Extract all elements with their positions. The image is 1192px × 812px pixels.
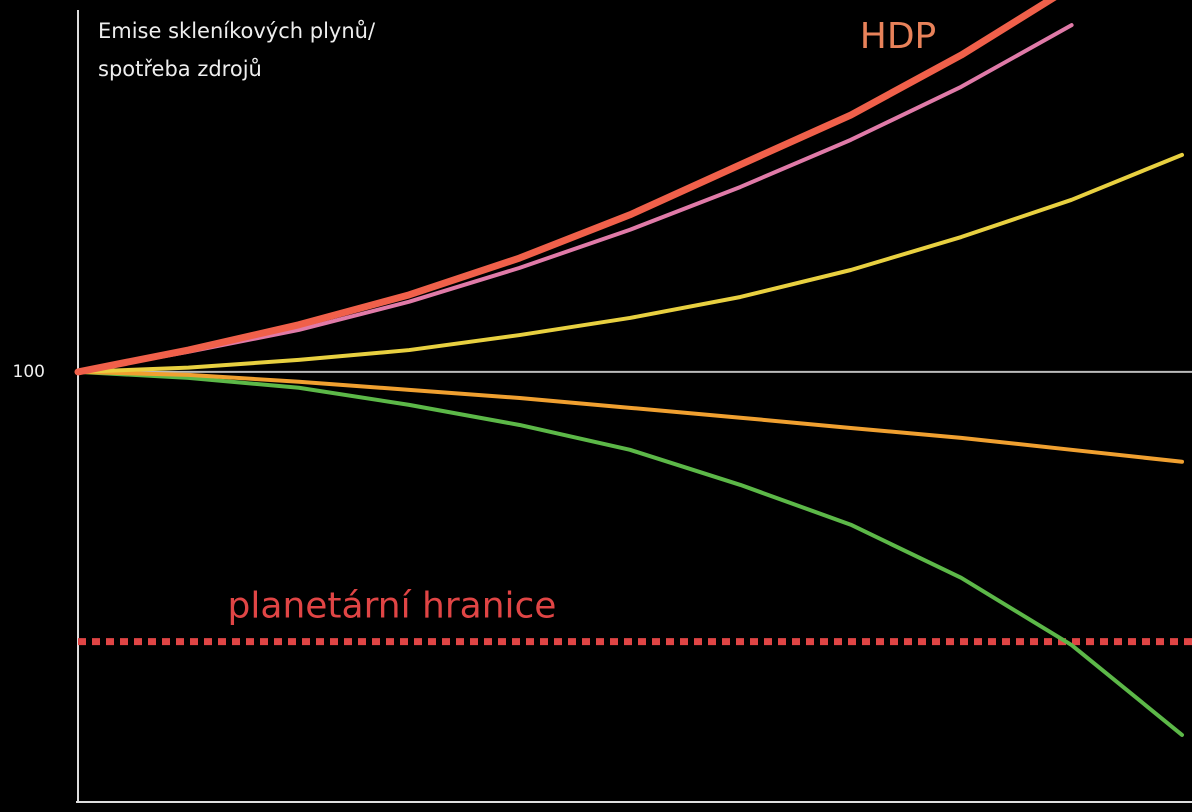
y-axis-label: Emise skleníkových plynů/: [98, 19, 376, 43]
series-line: [76, 369, 1184, 737]
y-axis-label: spotřeba zdrojů: [98, 57, 262, 81]
threshold-label: planetární hranice: [228, 586, 557, 627]
series-label: HDP: [860, 16, 937, 57]
series-line: [76, 152, 1184, 374]
series-line: [74, 0, 1057, 376]
y-tick-label: 100: [13, 362, 45, 382]
series-line: [76, 369, 1184, 464]
